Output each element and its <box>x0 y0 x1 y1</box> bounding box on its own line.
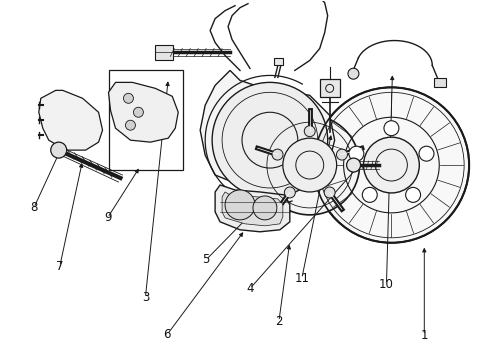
Circle shape <box>418 146 433 161</box>
Circle shape <box>313 87 468 243</box>
Polygon shape <box>215 185 289 232</box>
Text: 11: 11 <box>294 272 308 285</box>
Bar <box>273 58 282 66</box>
Circle shape <box>405 188 420 202</box>
Circle shape <box>346 158 360 172</box>
Text: 2: 2 <box>275 315 282 328</box>
Circle shape <box>133 107 143 117</box>
Circle shape <box>51 142 66 158</box>
Circle shape <box>383 121 398 136</box>
Circle shape <box>348 146 363 161</box>
Circle shape <box>336 149 347 160</box>
Circle shape <box>362 188 376 202</box>
Text: 9: 9 <box>103 211 111 224</box>
Text: 5: 5 <box>202 253 209 266</box>
Circle shape <box>125 120 135 130</box>
Text: 8: 8 <box>30 201 38 215</box>
Circle shape <box>304 126 315 137</box>
Text: 4: 4 <box>246 282 253 295</box>
Circle shape <box>224 190 254 220</box>
Bar <box>108 71 183 170</box>
Text: 6: 6 <box>163 328 171 341</box>
Circle shape <box>252 196 276 220</box>
Bar <box>433 78 446 87</box>
Circle shape <box>347 68 358 79</box>
Text: 10: 10 <box>378 278 393 291</box>
Circle shape <box>284 187 295 198</box>
Polygon shape <box>200 71 334 190</box>
Text: 3: 3 <box>142 291 149 304</box>
Bar <box>319 80 339 97</box>
Circle shape <box>123 93 133 103</box>
Circle shape <box>271 149 283 160</box>
Circle shape <box>212 82 327 198</box>
Circle shape <box>324 187 334 198</box>
Text: 7: 7 <box>56 260 63 273</box>
Circle shape <box>363 137 419 193</box>
Polygon shape <box>39 90 102 150</box>
Polygon shape <box>108 82 178 142</box>
Polygon shape <box>222 192 282 226</box>
Circle shape <box>260 115 359 215</box>
Circle shape <box>282 138 336 192</box>
Text: 1: 1 <box>420 329 427 342</box>
Bar <box>155 45 173 60</box>
